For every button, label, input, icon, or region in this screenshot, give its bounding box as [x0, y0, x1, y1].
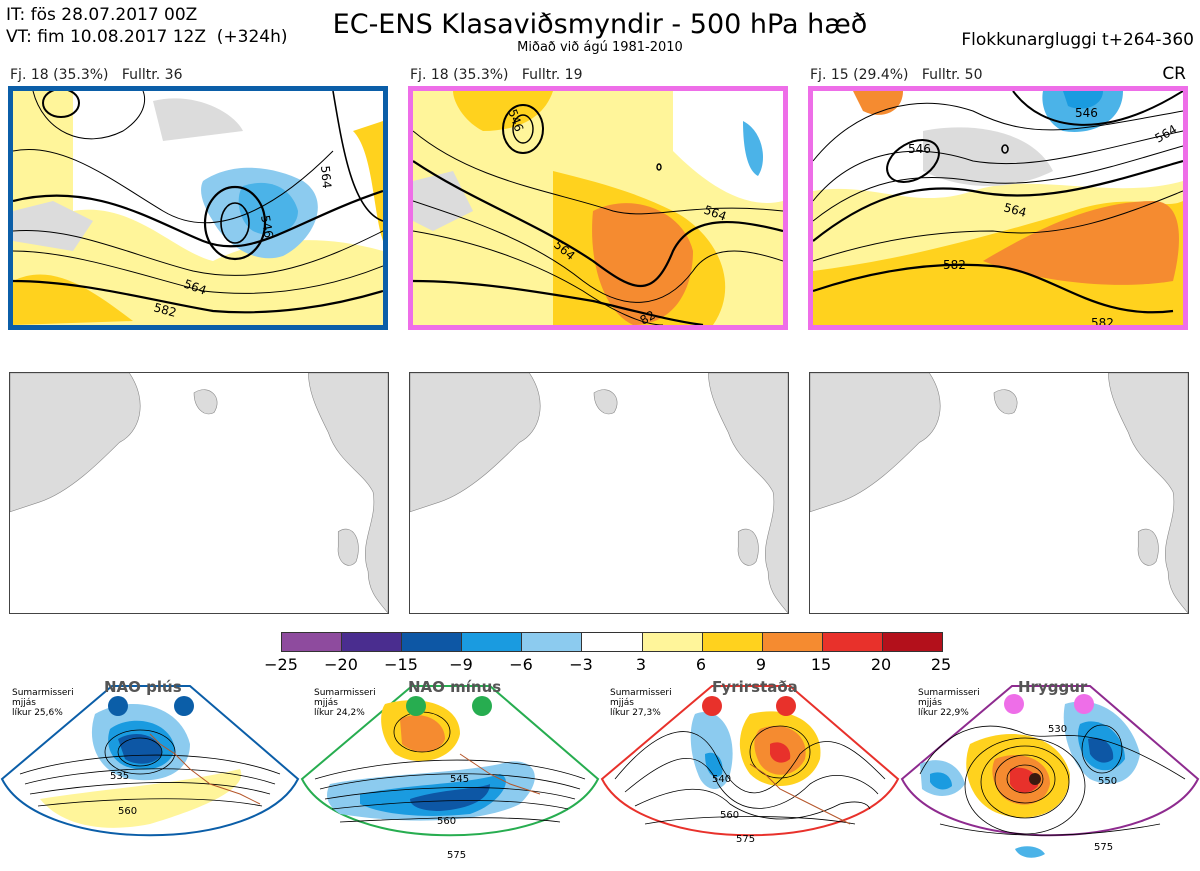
colorbar-tick: −15: [384, 655, 418, 674]
colorbar-tick: 15: [810, 655, 832, 674]
colorbar-swatch: [282, 633, 343, 651]
regime-nao-plus[interactable]: 535 560 Sumarmisseri mjjás líkur 25,6% N…: [0, 674, 300, 871]
regime-season-info: Sumarmisseri mjjás líkur 27,3%: [610, 688, 672, 718]
cluster-map-3-svg: 546 546 564 582 582 564: [813, 91, 1183, 325]
regime-contour-label: 575: [736, 834, 755, 845]
empty-map-3: [809, 372, 1189, 614]
colorbar-swatch: [342, 633, 403, 651]
empty-map-1: [9, 372, 389, 614]
regime-season-info: Sumarmisseri mjjás líkur 22,9%: [918, 688, 980, 718]
regime-marker-dot: [1074, 694, 1094, 714]
panel-3-label: Fj. 15 (29.4%) Fulltr. 50: [810, 67, 983, 83]
regime-name: Fyrirstaða: [712, 678, 798, 696]
regime-ridge[interactable]: 530 550 575 Sumarmisseri mjjás líkur 22,…: [900, 674, 1200, 871]
regime-nao-minus-map: 545 560 575: [300, 685, 600, 861]
regime-marker-dot: [1004, 694, 1024, 714]
contour-label: 546: [1075, 106, 1098, 120]
regime-contour-label: 560: [437, 816, 456, 827]
colorbar-swatch: [702, 633, 763, 651]
regime-ridge-map: 530 550 575: [900, 685, 1200, 858]
regime-season-info: Sumarmisseri mjjás líkur 24,2%: [314, 688, 376, 718]
init-time: IT: fös 28.07.2017 00Z: [6, 5, 198, 25]
clustering-window: Flokkunargluggi t+264-360: [961, 30, 1194, 50]
regime-blocking-map: 540 560 575: [600, 685, 900, 845]
contour-label: 582: [1091, 316, 1114, 325]
colorbar-swatch: [462, 633, 523, 651]
regime-blocking[interactable]: 540 560 575 Sumarmisseri mjjás líkur 27,…: [600, 674, 900, 871]
colorbar-tick: −9: [449, 655, 473, 674]
colorbar-tick: 9: [755, 655, 767, 674]
regime-name: NAO mínus: [408, 678, 502, 696]
panel-2-label: Fj. 18 (35.3%) Fulltr. 19: [410, 67, 583, 83]
contour-label: 582: [943, 258, 966, 272]
regime-marker-dot: [174, 696, 194, 716]
page-title: EC-ENS Klasaviðsmyndir - 500 hPa hæð: [332, 9, 868, 40]
run-times: IT: fös 28.07.2017 00Z VT: fim 10.08.2017…: [6, 4, 288, 48]
regime-contour-label: 575: [447, 850, 466, 861]
regime-contour-label: 535: [110, 771, 129, 782]
colorbar-swatch: [882, 633, 943, 651]
cluster-map-1-svg: 546 564 564 582: [13, 91, 383, 325]
regime-contour-label: 560: [118, 806, 137, 817]
colorbar-swatch: [822, 633, 883, 651]
colorbar-swatch: [762, 633, 823, 651]
colorbar-tick: 3: [635, 655, 647, 674]
regime-contour-label: 575: [1094, 842, 1113, 853]
regime-marker-dot: [472, 696, 492, 716]
contour-label: 82: [638, 308, 658, 325]
regime-nao-plus-map: 535 560: [0, 685, 300, 837]
panel-1-label: Fj. 18 (35.3%) Fulltr. 36: [10, 67, 183, 83]
colorbar-tick: 20: [870, 655, 892, 674]
contour-label: 546: [258, 214, 276, 239]
colorbar-tick: −6: [509, 655, 533, 674]
contour-label: 582: [152, 300, 178, 319]
colorbar: [281, 632, 943, 652]
regime-name: Hryggur: [1018, 678, 1088, 696]
cluster-map-1[interactable]: 546 564 564 582: [8, 86, 388, 330]
regime-marker-dot: [108, 696, 128, 716]
regime-contour-label: 545: [450, 774, 469, 785]
regime-contour-label: 540: [712, 774, 731, 785]
cr-label: CR: [1162, 64, 1186, 84]
empty-map-2-svg: [410, 373, 788, 613]
colorbar-tick: 6: [695, 655, 707, 674]
contour-label: 564: [1002, 200, 1028, 219]
contour-label: 546: [908, 142, 931, 156]
regime-marker-dot: [776, 696, 796, 716]
empty-map-3-svg: [810, 373, 1188, 613]
cluster-map-2[interactable]: 546 564 564 82: [408, 86, 788, 330]
page-subtitle: Miðað við ágú 1981-2010: [517, 40, 683, 55]
regime-name: NAO plús: [104, 678, 182, 696]
regime-season-info: Sumarmisseri mjjás líkur 25,6%: [12, 688, 74, 718]
empty-map-2: [409, 372, 789, 614]
regime-contour-label: 550: [1098, 776, 1117, 787]
colorbar-swatch: [522, 633, 583, 651]
regime-marker-dot: [702, 696, 722, 716]
regime-marker-dot: [406, 696, 426, 716]
colorbar-swatch: [642, 633, 703, 651]
colorbar-tick: −25: [264, 655, 298, 674]
empty-map-1-svg: [10, 373, 388, 613]
regime-contour-label: 530: [1048, 724, 1067, 735]
colorbar-tick: −20: [324, 655, 358, 674]
cluster-map-3[interactable]: 546 546 564 582 582 564: [808, 86, 1188, 330]
colorbar-tick: 25: [930, 655, 952, 674]
regime-nao-minus[interactable]: 545 560 575 Sumarmisseri mjjás líkur 24,…: [300, 674, 600, 871]
contour-label: 564: [318, 165, 334, 189]
colorbar-swatch: [582, 633, 643, 651]
colorbar-tick: −3: [569, 655, 593, 674]
valid-time: VT: fim 10.08.2017 12Z (+324h): [6, 27, 288, 47]
cluster-map-2-svg: 546 564 564 82: [413, 91, 783, 325]
regime-contour-label: 560: [720, 810, 739, 821]
colorbar-swatch: [402, 633, 463, 651]
